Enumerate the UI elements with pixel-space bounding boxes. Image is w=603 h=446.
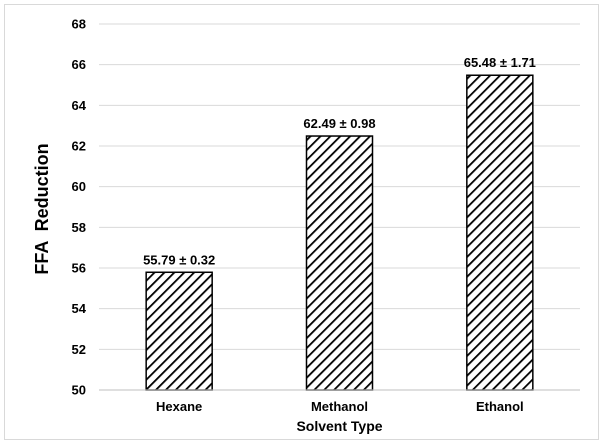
x-tick-label-methanol: Methanol [311, 399, 368, 414]
y-tick-label: 62 [72, 139, 86, 154]
x-axis-title: Solvent Type [296, 418, 382, 434]
bar-methanol [305, 135, 374, 391]
x-axis-tick-labels: Hexane Methanol Ethanol [156, 399, 524, 414]
y-tick-label: 68 [72, 17, 86, 32]
x-tick-label-hexane: Hexane [156, 399, 202, 414]
data-label-ethanol: 65.48 ± 1.71 [464, 55, 536, 70]
y-tick-label: 54 [72, 301, 87, 316]
y-axis-title: FFA Reduction [32, 143, 52, 274]
data-labels: 55.79 ± 0.32 62.49 ± 0.98 65.48 ± 1.71 [143, 55, 536, 267]
x-tick-label-ethanol: Ethanol [476, 399, 524, 414]
data-label-hexane: 55.79 ± 0.32 [143, 252, 215, 267]
bar-hexane [145, 271, 213, 391]
bars [145, 74, 534, 391]
y-tick-label: 60 [72, 179, 86, 194]
y-tick-label: 56 [72, 261, 86, 276]
y-tick-label: 52 [72, 342, 86, 357]
y-tick-label: 64 [72, 98, 87, 113]
bar-chart: 50 52 54 56 58 60 62 64 66 68 55.79 ± 0.32 62.49 ±… [32, 17, 580, 434]
y-tick-label: 58 [72, 220, 86, 235]
y-axis-tick-labels: 50 52 54 56 58 60 62 64 66 68 [72, 17, 87, 398]
chart-container: 50 52 54 56 58 60 62 64 66 68 55.79 ± 0.32 62.49 ±… [4, 4, 599, 440]
y-tick-label: 66 [72, 57, 86, 72]
data-label-methanol: 62.49 ± 0.98 [303, 116, 375, 131]
y-tick-label: 50 [72, 383, 86, 398]
bar-ethanol [466, 74, 534, 391]
